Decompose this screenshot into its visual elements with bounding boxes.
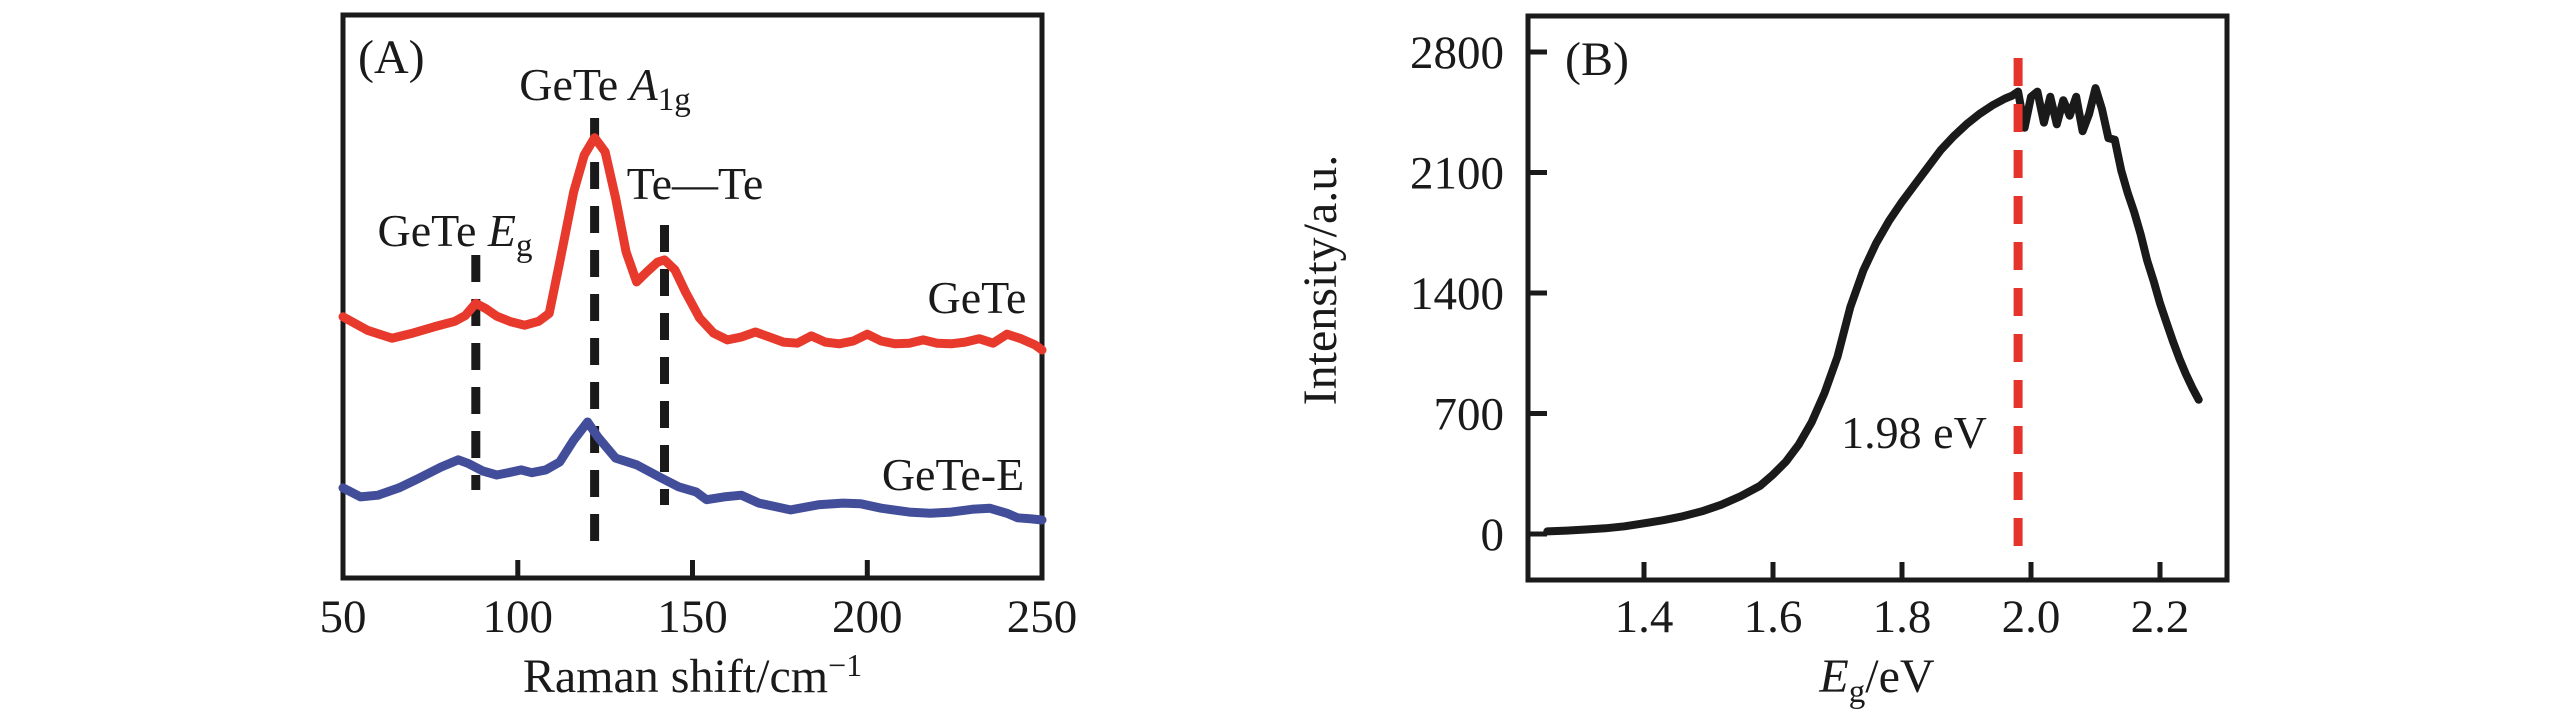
gete-curve bbox=[338, 133, 1047, 355]
a1g-label-prefix: GeTe bbox=[519, 59, 629, 110]
eg-ev-xlabel-subscript: g bbox=[1849, 674, 1866, 709]
panel-b-y-tick-label: 0 bbox=[1481, 509, 1505, 561]
panel-a-x-tick-label: 50 bbox=[320, 591, 367, 643]
panel-a-x-tick-label: 150 bbox=[657, 591, 728, 643]
panel-a-group: 50 100 150 200 250 (A) GeTe A1g Te—Te Ge… bbox=[320, 12, 1078, 703]
eg-ev-xlabel: Eg/eV bbox=[1818, 650, 1934, 709]
bandgap-annotation-label: 1.98 eV bbox=[1841, 407, 1987, 458]
panel-b-x-tick-label: 1.4 bbox=[1615, 591, 1674, 643]
eg-label-subscript: g bbox=[516, 228, 533, 264]
panel-a-x-tick-label: 250 bbox=[1007, 591, 1078, 643]
panel-b-x-tick-label: 2.2 bbox=[2131, 591, 2190, 643]
eg-peak-label: GeTe Eg bbox=[377, 205, 532, 264]
panel-b-y-tick-label: 2800 bbox=[1410, 27, 1504, 79]
gete-e-curve bbox=[338, 417, 1047, 525]
a1g-label-subscript: 1g bbox=[658, 82, 691, 118]
tete-peak-label: Te—Te bbox=[627, 158, 764, 209]
panel-b-x-tick-label: 1.8 bbox=[1873, 591, 1932, 643]
a1g-peak-label: GeTe A1g bbox=[519, 59, 691, 118]
panel-b-y-tick-label: 1400 bbox=[1410, 268, 1504, 320]
a1g-label-symbol: A bbox=[627, 59, 659, 110]
panel-b-label: (B) bbox=[1565, 33, 1629, 86]
eg-ev-xlabel-rest: /eV bbox=[1865, 650, 1935, 703]
panel-b-group: 0 700 1400 2100 2800 1.4 1.6 1.8 2.0 2.2… bbox=[1294, 13, 2230, 710]
panel-b-x-tick-label: 1.6 bbox=[1744, 591, 1803, 643]
gete-e-curve-label: GeTe-E bbox=[882, 449, 1024, 500]
panel-b-y-tick-label: 2100 bbox=[1410, 148, 1504, 200]
panel-b-border bbox=[1525, 13, 2230, 583]
raman-shift-xlabel: Raman shift/cm−1 bbox=[523, 647, 862, 703]
panel-a-x-tick-label: 100 bbox=[483, 591, 554, 643]
gete-curve-label: GeTe bbox=[928, 272, 1027, 323]
panel-a-x-tick-label: 200 bbox=[832, 591, 903, 643]
intensity-ylabel: Intensity/a.u. bbox=[1294, 155, 1347, 406]
raman-shift-xlabel-main: Raman shift/cm bbox=[523, 650, 828, 703]
eg-label-prefix: GeTe bbox=[377, 205, 487, 256]
panel-a-label: (A) bbox=[358, 31, 425, 84]
panel-b-x-tick-label: 2.0 bbox=[2002, 591, 2061, 643]
intensity-curve bbox=[1543, 84, 2203, 536]
eg-label-symbol: E bbox=[487, 205, 516, 256]
eg-ev-xlabel-symbol: E bbox=[1818, 650, 1848, 703]
panel-b-y-tick-label: 700 bbox=[1434, 389, 1505, 441]
panel-a-border bbox=[340, 12, 1045, 581]
raman-shift-xlabel-superscript: −1 bbox=[828, 647, 862, 683]
